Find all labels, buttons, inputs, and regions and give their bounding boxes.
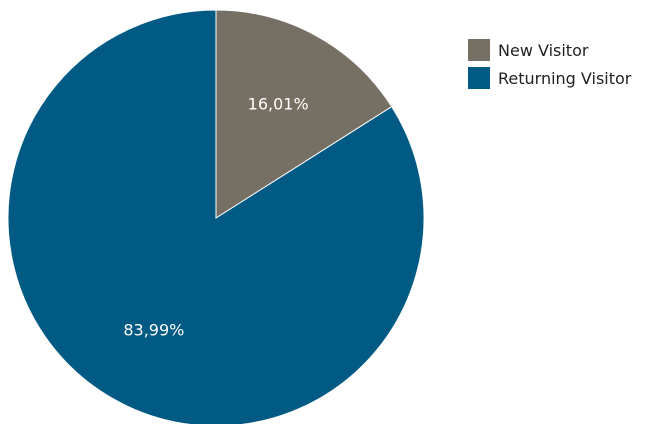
data-label-new-visitor: 16,01%: [248, 95, 309, 114]
legend-swatch-new-visitor: [468, 39, 490, 61]
legend-item-returning-visitor[interactable]: Returning Visitor: [468, 67, 632, 89]
legend-label-returning-visitor: Returning Visitor: [498, 68, 632, 88]
legend-item-new-visitor[interactable]: New Visitor: [468, 39, 631, 61]
legend-label-new-visitor: New Visitor: [498, 40, 589, 60]
legend-swatch-returning-visitor: [468, 67, 490, 89]
chart-legend: New Visitor Returning Visitor: [468, 39, 632, 96]
pie-slice-new-visitor[interactable]: [215, 9, 393, 219]
data-label-returning-visitor: 83,99%: [123, 320, 184, 339]
pie-slice-returning-visitor[interactable]: [7, 9, 425, 424]
